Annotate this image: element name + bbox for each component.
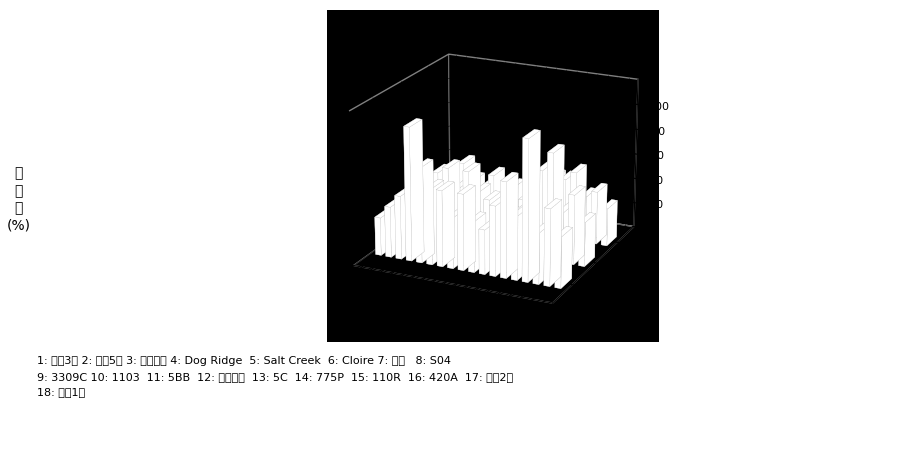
Text: 1: 抗砧3号 2: 抗砧5号 3: 华佳八号 4: Dog Ridge  5: Salt Creek  6: Cloire 7: 贝达   8: S04
9:: 1: 抗砧3号 2: 抗砧5号 3: 华佳八号 4: Dog Ridge 5: … <box>37 356 512 398</box>
Text: 死
亡
率
(%): 死 亡 率 (%) <box>6 167 30 232</box>
